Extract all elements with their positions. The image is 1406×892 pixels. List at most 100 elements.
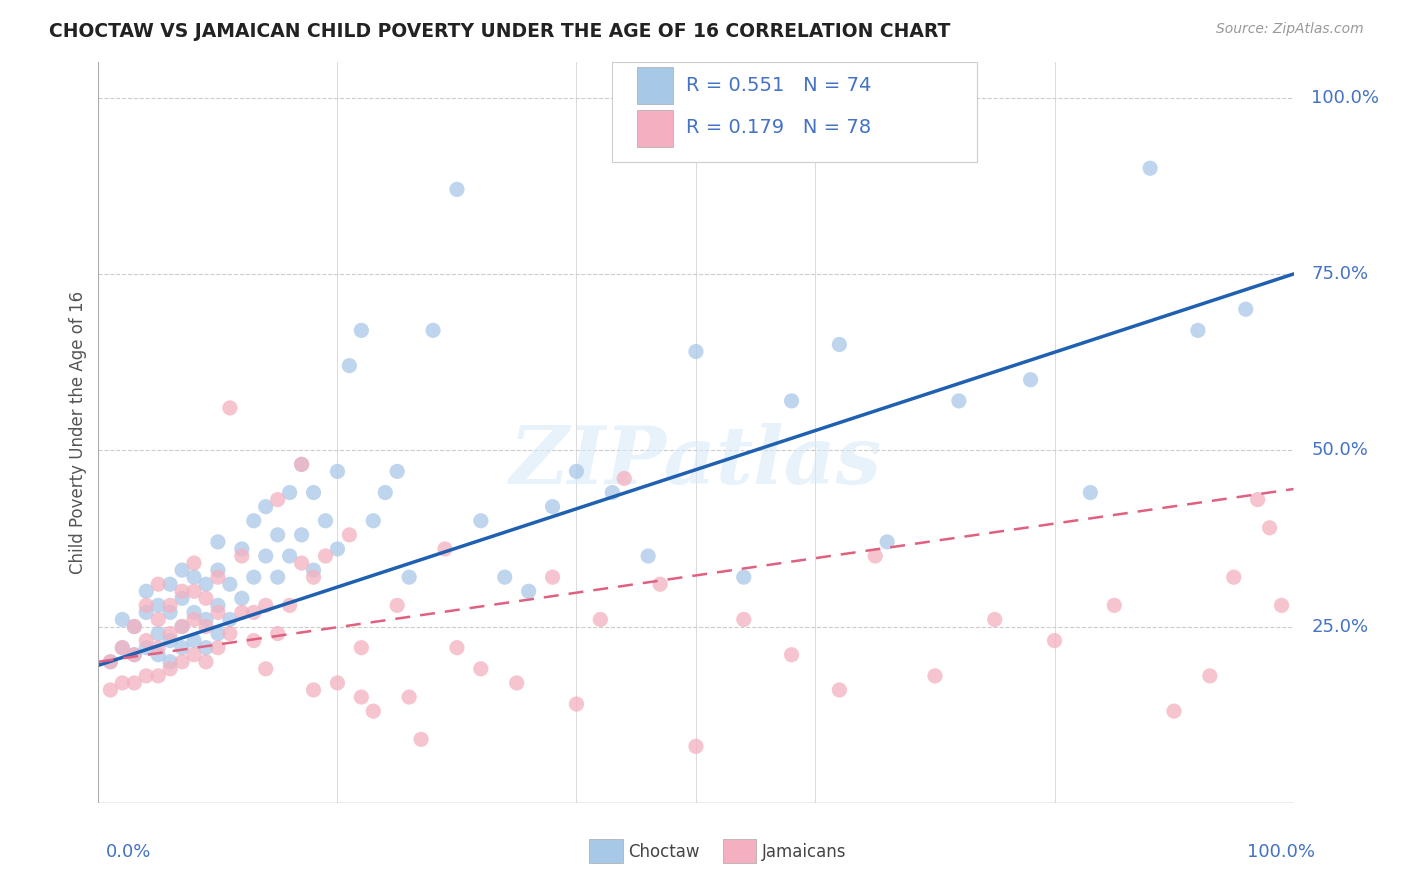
Point — [1080, 485, 1102, 500]
Point — [602, 485, 624, 500]
Point — [637, 549, 659, 563]
Point — [302, 563, 325, 577]
Point — [302, 683, 325, 698]
Point — [326, 541, 349, 556]
Point — [350, 323, 373, 337]
Point — [207, 640, 229, 655]
Text: 25.0%: 25.0% — [1312, 617, 1368, 635]
Point — [350, 640, 373, 655]
Point — [1258, 521, 1281, 535]
Point — [111, 640, 134, 655]
Point — [1247, 492, 1270, 507]
Point — [267, 528, 290, 542]
Point — [494, 570, 516, 584]
Point — [124, 619, 146, 633]
Point — [517, 584, 540, 599]
Point — [780, 393, 803, 408]
Point — [231, 541, 253, 556]
Point — [98, 655, 122, 669]
Point — [422, 323, 444, 337]
Point — [135, 584, 157, 599]
Point — [183, 612, 205, 626]
Point — [648, 577, 672, 591]
Point — [780, 648, 803, 662]
Point — [195, 619, 218, 633]
Point — [183, 556, 205, 570]
Point — [135, 640, 157, 655]
Text: Source: ZipAtlas.com: Source: ZipAtlas.com — [1216, 22, 1364, 37]
Point — [254, 662, 277, 676]
Point — [243, 633, 266, 648]
Point — [124, 648, 146, 662]
Point — [172, 563, 194, 577]
Point — [398, 690, 420, 704]
Point — [589, 612, 612, 626]
Point — [254, 500, 277, 514]
Point — [124, 619, 146, 633]
Point — [470, 662, 492, 676]
Point — [207, 606, 229, 620]
Point — [733, 570, 755, 584]
FancyBboxPatch shape — [613, 62, 977, 162]
Point — [159, 577, 181, 591]
FancyBboxPatch shape — [637, 110, 673, 146]
Point — [219, 577, 242, 591]
Point — [219, 612, 242, 626]
Point — [231, 591, 253, 606]
Point — [183, 633, 205, 648]
Point — [1019, 373, 1042, 387]
Point — [159, 655, 181, 669]
Text: R = 0.179   N = 78: R = 0.179 N = 78 — [686, 119, 872, 137]
Point — [111, 640, 134, 655]
Point — [984, 612, 1007, 626]
Point — [243, 606, 266, 620]
Point — [828, 683, 851, 698]
Point — [1043, 633, 1066, 648]
Point — [135, 606, 157, 620]
Text: R = 0.551   N = 74: R = 0.551 N = 74 — [686, 76, 872, 95]
Point — [148, 640, 170, 655]
Point — [207, 563, 229, 577]
Y-axis label: Child Poverty Under the Age of 16: Child Poverty Under the Age of 16 — [69, 291, 87, 574]
Point — [267, 492, 290, 507]
Point — [148, 577, 170, 591]
Text: ZIPatlas: ZIPatlas — [510, 424, 882, 501]
Point — [219, 626, 242, 640]
Point — [111, 676, 134, 690]
Point — [339, 528, 361, 542]
Point — [135, 633, 157, 648]
Point — [148, 612, 170, 626]
Point — [291, 458, 314, 472]
Point — [148, 599, 170, 613]
Point — [172, 640, 194, 655]
Point — [326, 464, 349, 478]
Point — [195, 655, 218, 669]
Point — [363, 514, 385, 528]
Point — [302, 570, 325, 584]
Point — [231, 606, 253, 620]
FancyBboxPatch shape — [637, 67, 673, 104]
Point — [98, 655, 122, 669]
Point — [231, 549, 253, 563]
Point — [470, 514, 492, 528]
Point — [374, 485, 396, 500]
Point — [159, 662, 181, 676]
Point — [1234, 302, 1257, 317]
Point — [685, 344, 707, 359]
Point — [1223, 570, 1246, 584]
Point — [385, 464, 409, 478]
Point — [159, 606, 181, 620]
Point — [1139, 161, 1161, 176]
Point — [254, 599, 277, 613]
Point — [541, 500, 564, 514]
Point — [1271, 599, 1294, 613]
Point — [172, 619, 194, 633]
Point — [159, 626, 181, 640]
Point — [135, 669, 157, 683]
Point — [254, 549, 277, 563]
Point — [195, 612, 218, 626]
Point — [541, 570, 564, 584]
Point — [172, 584, 194, 599]
Point — [291, 528, 314, 542]
Point — [207, 535, 229, 549]
